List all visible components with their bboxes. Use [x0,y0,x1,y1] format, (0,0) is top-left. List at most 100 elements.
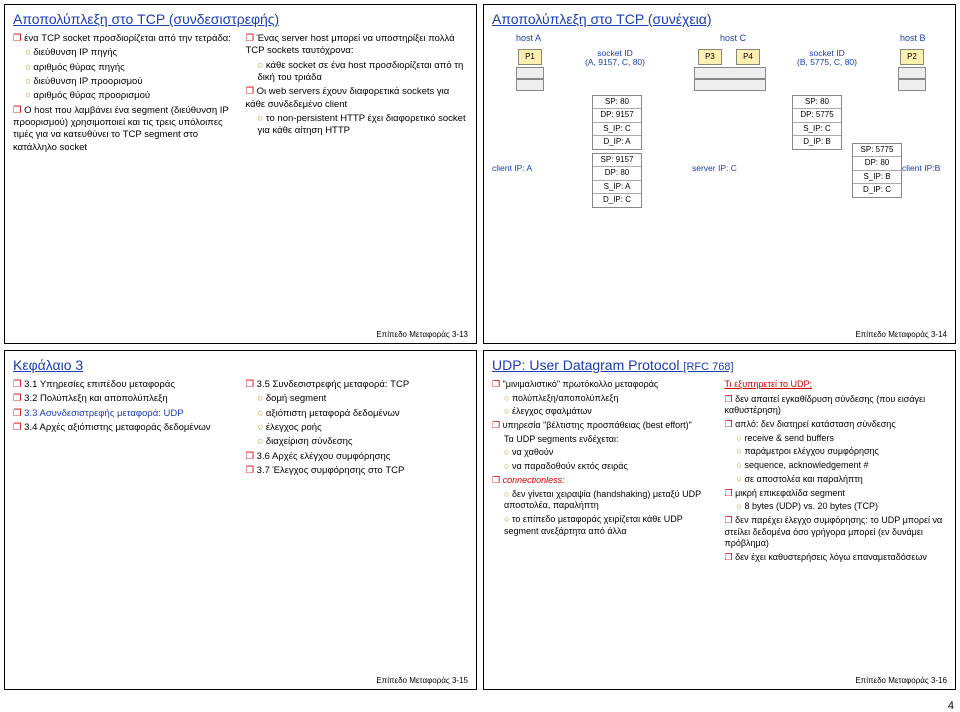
slide-body: ❐ "μινιμαλιστικό" πρωτόκολλο μεταφοράς ○… [492,379,947,566]
text: διαχείριση σύνδεσης [266,436,353,447]
title-rfc: [RFC 768] [683,361,733,373]
col-left: ❐ "μινιμαλιστικό" πρωτόκολλο μεταφοράς ○… [492,379,715,566]
text: παράμετροι ελέγχου συμφόρησης [744,446,878,456]
stack-row: DP: 5775 [793,109,841,122]
stack-row: S_IP: C [793,123,841,136]
page-number: 4 [948,700,954,712]
stack-row: SP: 80 [793,96,841,109]
demux-diagram: host A host C host B P1 P3 P4 P2 socket … [492,33,947,243]
packet-stack-4: SP: 5775 DP: 80 S_IP: B D_IP: C [852,143,902,198]
stack-row: SP: 80 [593,96,641,109]
text: αριθμός θύρας προορισμού [33,90,150,101]
p3-box: P3 [698,49,722,65]
slide-footer: Επίπεδο Μεταφοράς 3-15 [376,676,468,685]
slide-footer: Επίπεδο Μεταφοράς 3-14 [855,330,947,339]
slide-title: UDP: User Datagram Protocol [RFC 768] [492,357,947,373]
text: να παραδοθούν εκτός σειράς [512,461,628,471]
text: έλεγχος σφαλμάτων [512,406,592,416]
stack-row: S_IP: B [853,171,901,184]
text: δεν απαιτεί εγκαθίδρυση σύνδεσης (που ει… [725,394,926,416]
client-a-label: client IP: A [492,163,532,174]
slide-13: Αποπολύπλεξη στο TCP (συνδεσιστρεφής) ❐ … [4,4,477,344]
layer-rect [516,79,544,91]
text: 3.3 Ασυνδεσιστρεφής μεταφορά: UDP [24,408,183,419]
host-a-label: host A [516,33,541,45]
text: να χαθούν [512,447,553,457]
text: το επίπεδο μεταφοράς χειρίζεται κάθε UDP… [504,514,683,536]
title-main: UDP: User Datagram Protocol [492,357,683,373]
slide-title: Αποπολύπλεξη στο TCP (συνδεσιστρεφής) [13,11,468,27]
col-left: ❐ ένα TCP socket προσδιορίζεται από την … [13,33,236,156]
col-right: Τι εξυπηρετεί το UDP; ❐ δεν απαιτεί εγκα… [725,379,948,566]
col-right: ❐ Ένας server host μπορεί να υποστηρίξει… [246,33,469,156]
slide-14: Αποπολύπλεξη στο TCP (συνέχεια) host A h… [483,4,956,344]
subheading: Τι εξυπηρετεί το UDP; [725,379,948,391]
text: κάθε socket σε ένα host προσδιορίζεται α… [258,60,464,83]
layer-rect [898,67,926,79]
p2-box: P2 [900,49,924,65]
p1-box: P1 [518,49,542,65]
packet-stack-1: SP: 80 DP: 9157 S_IP: C D_IP: A [592,95,642,150]
text: "μινιμαλιστικό" πρωτόκολλο μεταφοράς [503,379,659,389]
col-right: ❐ 3.5 Συνδεσιστρεφής μεταφορά: TCP ○ δομ… [246,379,469,479]
layer-rect [516,67,544,79]
slide-footer: Επίπεδο Μεταφοράς 3-13 [376,330,468,339]
text: απλό: δεν διατηρεί κατάσταση σύνδεσης [735,419,896,429]
text: διεύθυνση IP πηγής [33,47,117,58]
layer-rect [898,79,926,91]
text: το non-persistent HTTP έχει διαφορετικό … [258,113,466,136]
text: Ο host που λαμβάνει ένα segment (διεύθυν… [13,105,229,153]
text: υπηρεσία "βέλτιστης προσπάθειας (best ef… [503,420,692,430]
slide-title: Αποπολύπλεξη στο TCP (συνέχεια) [492,11,947,27]
host-b-label: host B [900,33,926,45]
text: Ένας server host μπορεί να υποστηρίξει π… [246,33,455,56]
slide-body: ❐ ένα TCP socket προσδιορίζεται από την … [13,33,468,156]
slide-title: Κεφάλαιο 3 [13,357,468,373]
stack-row: D_IP: A [593,136,641,148]
stack-row: S_IP: C [593,123,641,136]
stack-row: SP: 9157 [593,154,641,167]
col-left: ❐ 3.1 Υπηρεσίες επιπέδου μεταφοράς ❐ 3.2… [13,379,236,479]
text: αξιόπιστη μεταφορά δεδομένων [266,408,400,419]
text: 3.4 Αρχές αξιόπιστης μεταφοράς δεδομένων [24,422,210,433]
stack-row: DP: 9157 [593,109,641,122]
text: δεν έχει καθυστερήσεις λόγω επαναμεταδόσ… [735,552,927,562]
socket-id-2: socket ID(B, 5775, C, 80) [782,49,872,68]
client-b-label: client IP:B [902,163,940,174]
stack-row: D_IP: C [853,184,901,196]
host-c-label: host C [720,33,746,45]
text: διεύθυνση IP προορισμού [33,76,142,87]
packet-stack-2: SP: 9157 DP: 80 S_IP: A D_IP: C [592,153,642,208]
packet-stack-3: SP: 80 DP: 5775 S_IP: C D_IP: B [792,95,842,150]
stack-row: S_IP: A [593,181,641,194]
text: σε αποστολέα και παραλήπτη [744,474,862,484]
text: αριθμός θύρας πηγής [33,62,124,73]
socket-id-1: socket ID(A, 9157, C, 80) [570,49,660,68]
text: receive & send buffers [744,433,833,443]
text: έλεγχος ροής [266,422,322,433]
text: 8 bytes (UDP) vs. 20 bytes (TCP) [744,501,878,511]
p4-box: P4 [736,49,760,65]
slide-body: host A host C host B P1 P3 P4 P2 socket … [492,33,947,243]
text: δομή segment [266,393,326,404]
server-c-label: server IP: C [692,163,737,174]
text: 3.7 Έλεγχος συμφόρησης στο TCP [257,465,405,476]
text: 3.5 Συνδεσιστρεφής μεταφορά: TCP [257,379,410,390]
text: μικρή επικεφαλίδα segment [735,488,845,498]
stack-row: SP: 5775 [853,144,901,157]
stack-row: DP: 80 [853,157,901,170]
text: 3.6 Αρχές ελέγχου συμφόρησης [257,451,391,462]
text: Οι web servers έχουν διαφορετικά sockets… [246,86,450,109]
text: 3.1 Υπηρεσίες επιπέδου μεταφοράς [24,379,175,390]
layer-rect [694,79,766,91]
text: δεν παρέχει έλεγχο συμφόρησης: το UDP μπ… [725,515,943,548]
text: πολύπλεξη/αποπολύπλεξη [512,393,618,403]
stack-row: D_IP: B [793,136,841,148]
slide-15: Κεφάλαιο 3 ❐ 3.1 Υπηρεσίες επιπέδου μετα… [4,350,477,690]
text: 3.2 Πολύπλεξη και αποπολύπλεξη [24,393,168,404]
text: sequence, acknowledgement # [744,460,868,470]
text: δεν γίνεται χειραψία (handshaking) μεταξ… [504,489,701,511]
text: ένα TCP socket προσδιορίζεται από την τε… [24,33,231,44]
text: connectionless: [503,475,565,485]
slide-body: ❐ 3.1 Υπηρεσίες επιπέδου μεταφοράς ❐ 3.2… [13,379,468,479]
